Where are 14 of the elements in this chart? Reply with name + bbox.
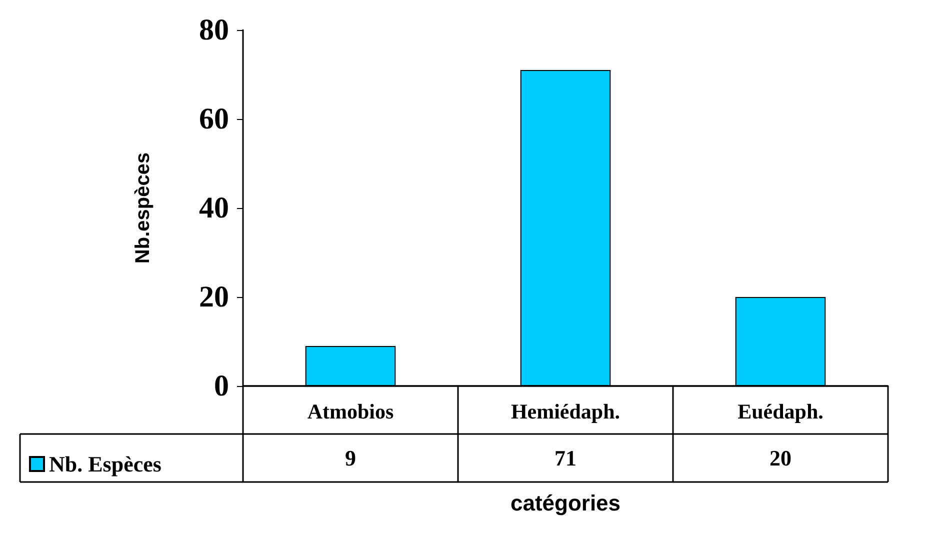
data-label: 20 [770, 446, 792, 470]
x-tick-label: Euédaph. [738, 400, 824, 424]
x-tick-label: Hemiédaph. [510, 400, 620, 424]
y-axis-title: Nb.espèces [132, 152, 154, 264]
y-tick-label: 80 [199, 14, 229, 46]
y-tick-label: 40 [199, 192, 229, 224]
x-tick-label: Atmobios [307, 400, 394, 424]
y-tick-label: 20 [199, 280, 229, 314]
y-tick-label: 0 [214, 370, 229, 402]
legend-label: Nb. Espèces [49, 452, 162, 476]
data-label: 71 [554, 446, 576, 470]
data-label: 9 [345, 446, 356, 470]
x-axis-title: catégories [510, 490, 621, 516]
y-tick-label: 60 [199, 102, 229, 136]
